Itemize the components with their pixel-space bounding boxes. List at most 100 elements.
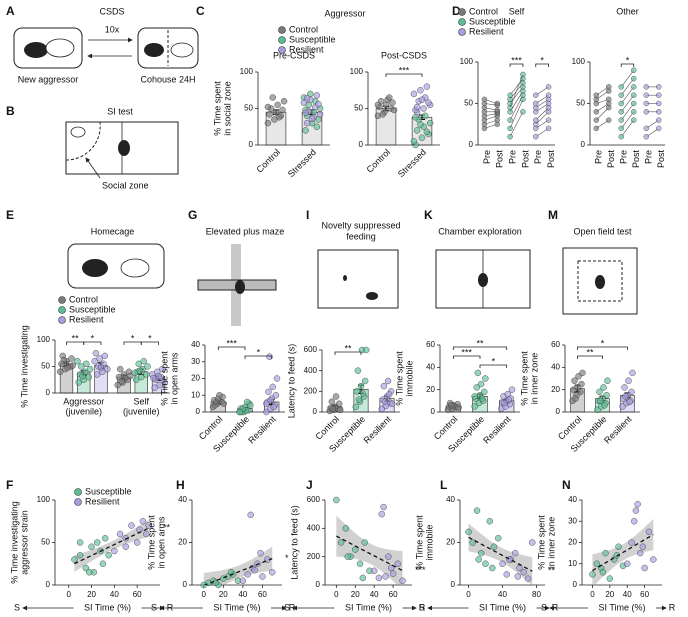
y-axis-label: % Time spent	[519, 351, 529, 406]
y-tick-label: 0	[46, 580, 51, 589]
data-point	[579, 369, 586, 377]
legend-swatch	[74, 498, 82, 506]
data-point	[138, 373, 145, 381]
y-tick-label: 200	[304, 386, 318, 395]
data-point	[359, 390, 367, 397]
data-point	[482, 375, 489, 382]
panel-label: E	[6, 208, 14, 222]
x-end-label: R	[669, 602, 676, 612]
data-point	[631, 92, 637, 98]
x-tick-label: 0	[590, 590, 595, 599]
data-point	[71, 556, 78, 563]
data-point	[643, 109, 649, 115]
y-tick-label: 40	[191, 340, 200, 349]
data-point	[631, 109, 637, 115]
x-tick-label: 0	[334, 590, 339, 599]
data-point	[417, 121, 424, 128]
y-tick-label: 50	[244, 104, 253, 113]
sig-bracket	[452, 355, 481, 359]
y-tick-label: 20	[426, 385, 435, 394]
data-point	[481, 96, 488, 103]
sig-label: ***	[511, 55, 522, 65]
x-tick-label: 40	[623, 590, 632, 599]
data-point	[394, 560, 402, 567]
y-axis-label: % Time investigating	[9, 501, 19, 584]
data-point	[302, 127, 309, 134]
data-point	[593, 92, 599, 98]
y-tick-label: 40	[551, 362, 560, 371]
y-tick-label: 0	[573, 580, 578, 589]
x-tick-label: 40	[370, 590, 379, 599]
x-tick-label: 40	[110, 590, 119, 599]
x-tick-label: Control	[365, 147, 393, 175]
data-point	[243, 398, 251, 406]
data-point	[494, 100, 500, 107]
data-point	[378, 510, 385, 518]
data-point	[634, 501, 641, 508]
data-point	[83, 360, 90, 368]
x-end-label: R	[167, 602, 174, 612]
data-point	[545, 117, 552, 123]
data-point	[300, 99, 308, 106]
data-point	[618, 117, 624, 123]
diagram-a: A CSDS 10x New aggressor Cohouse 24H	[6, 4, 199, 84]
mouse-icon	[70, 126, 86, 138]
data-point	[606, 117, 612, 123]
x-tick-label: Resilient	[602, 414, 634, 446]
data-point	[74, 358, 81, 365]
y-axis-label: in open arms	[169, 352, 179, 405]
x-tick-label: 60	[389, 590, 398, 599]
data-point	[143, 530, 150, 538]
data-point	[390, 106, 398, 114]
x-tick-label: Post	[631, 150, 641, 169]
fit-band	[74, 519, 149, 572]
x-tick-label: Post	[495, 150, 505, 169]
sig-label: *	[257, 347, 261, 357]
data-point	[618, 84, 624, 90]
data-point	[92, 350, 100, 357]
x-tick-label: 0	[66, 590, 71, 599]
data-point	[105, 552, 112, 559]
y-tick-label: 60	[551, 340, 560, 349]
x-tick-label: 20	[219, 590, 228, 599]
data-point	[359, 574, 367, 582]
data-point	[263, 408, 270, 416]
y-tick-label: 0	[249, 140, 254, 149]
sig-bracket	[620, 63, 635, 67]
x-axis-label: SI Time (%)	[598, 602, 645, 612]
data-point	[272, 392, 280, 399]
y-tick-label: 20	[568, 538, 577, 547]
chart-title: feeding	[346, 231, 376, 241]
data-point	[423, 83, 431, 90]
x-axis-label: SI Time (%)	[213, 602, 260, 612]
diagram-b: B SI test Social zone	[6, 104, 179, 190]
data-point	[420, 105, 427, 112]
data-point	[505, 396, 512, 403]
y-axis-label: in inner zone	[546, 517, 556, 569]
pair-line	[535, 107, 549, 121]
data-point	[101, 352, 108, 360]
y-tick-label: 0	[469, 140, 474, 149]
data-point	[133, 539, 141, 546]
data-point	[545, 125, 552, 132]
sig-label: ***	[461, 347, 472, 357]
data-point	[514, 573, 521, 580]
data-point	[410, 90, 418, 98]
data-point	[418, 96, 426, 103]
y-axis-label: in social zone	[222, 81, 232, 136]
y-axis-label: % Time spent	[414, 515, 424, 570]
x-axis-label: SI Time (%)	[345, 602, 392, 612]
y-tick-label: 60	[426, 340, 435, 349]
sig-label: **	[476, 338, 484, 348]
data-point	[135, 360, 142, 368]
y-tick-label: 100	[572, 57, 586, 66]
data-point	[111, 547, 118, 555]
pair-line	[621, 111, 634, 129]
data-point	[507, 104, 513, 111]
x-tick-label: 20	[605, 590, 614, 599]
x-tick-label: Stressed	[286, 147, 318, 179]
y-tick-label: 20	[178, 538, 187, 547]
sig-label: *	[626, 55, 630, 65]
data-point	[533, 92, 539, 98]
